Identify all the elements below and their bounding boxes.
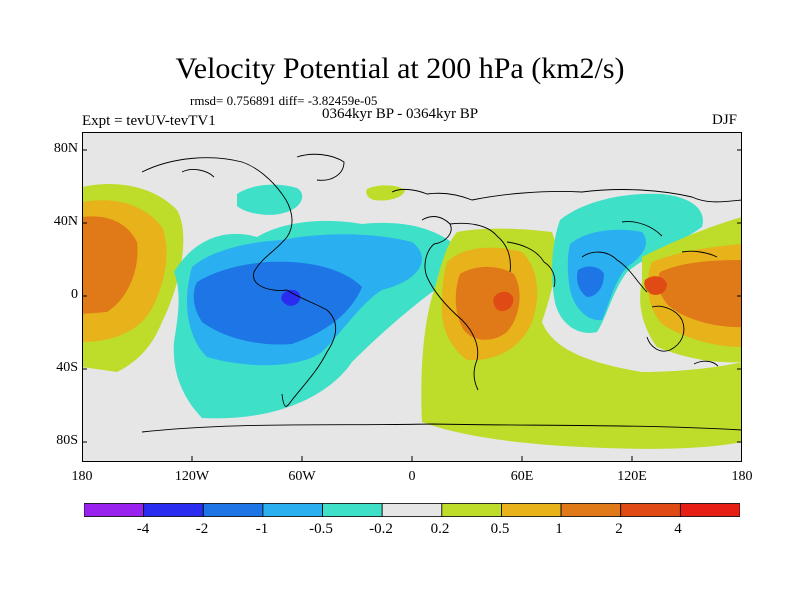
colorbar-box bbox=[262, 503, 323, 517]
colorbar-box bbox=[441, 503, 502, 517]
lat-label-80n: 80N bbox=[53, 141, 78, 156]
atlantic-negative-patch bbox=[237, 184, 303, 215]
lat-label-40n: 40N bbox=[53, 214, 78, 229]
colorbar-label: -0.5 bbox=[309, 521, 333, 537]
coastlines bbox=[141, 153, 742, 433]
indian-negative-dark bbox=[577, 266, 604, 297]
lon-label-120e: 120E bbox=[617, 469, 647, 484]
statistics-label: rmsd= 0.756891 diff= -3.82459e-05 bbox=[190, 93, 378, 108]
colorbar-label: 1 bbox=[555, 521, 563, 537]
colorbar-box bbox=[381, 503, 443, 517]
colorbar-label: 2 bbox=[615, 521, 623, 537]
lon-label-120w: 120W bbox=[174, 469, 210, 484]
velocity-potential-map bbox=[82, 132, 742, 462]
colorbar bbox=[84, 503, 740, 517]
colorbar-label: -2 bbox=[195, 521, 209, 537]
colorbar-label: 4 bbox=[674, 521, 682, 537]
lon-label-0: 0 bbox=[408, 469, 416, 484]
pacific-positive-orange bbox=[82, 216, 138, 314]
axis-ticks bbox=[82, 149, 742, 462]
pacific-east-positive-red bbox=[644, 276, 667, 295]
colorbar-box bbox=[84, 503, 145, 517]
period-label: 0364kyr BP - 0364kyr BP bbox=[322, 106, 479, 122]
colorbar-label: -4 bbox=[136, 521, 150, 537]
africa-positive-red bbox=[493, 291, 514, 312]
colorbar-label: -1 bbox=[255, 521, 269, 537]
indian-negative-mid bbox=[567, 229, 647, 321]
lon-label-60e: 60E bbox=[510, 469, 534, 484]
lon-label-60w: 60W bbox=[288, 469, 316, 484]
lon-label-180w: 180 bbox=[71, 469, 93, 484]
colorbar-label: 0.5 bbox=[490, 521, 510, 537]
colorbar-box bbox=[501, 503, 562, 517]
americas-negative-deep bbox=[281, 289, 301, 306]
colorbar-box bbox=[679, 503, 740, 517]
colorbar-box bbox=[560, 503, 622, 517]
colorbar-box bbox=[620, 503, 681, 517]
pacific-east-positive-orange bbox=[658, 260, 742, 328]
experiment-label: Expt = tevUV-tevTV1 bbox=[82, 113, 216, 129]
europe-positive-patch bbox=[366, 185, 405, 201]
colorbar-box bbox=[202, 503, 264, 517]
lat-label-40s: 40S bbox=[56, 360, 78, 375]
lat-label-0: 0 bbox=[71, 287, 78, 302]
colorbar-label: -0.2 bbox=[369, 521, 393, 537]
map-title: Velocity Potential at 200 hPa (km2/s) bbox=[175, 52, 625, 85]
americas-negative-dark bbox=[193, 261, 362, 345]
africa-positive-orange bbox=[455, 266, 520, 340]
lon-label-180e: 180 bbox=[731, 469, 753, 484]
colorbar-box bbox=[143, 503, 204, 517]
season-label: DJF bbox=[712, 112, 738, 128]
colorbar-label: 0.2 bbox=[430, 521, 450, 537]
lat-label-80s: 80S bbox=[56, 433, 78, 448]
colorbar-box bbox=[322, 503, 383, 517]
